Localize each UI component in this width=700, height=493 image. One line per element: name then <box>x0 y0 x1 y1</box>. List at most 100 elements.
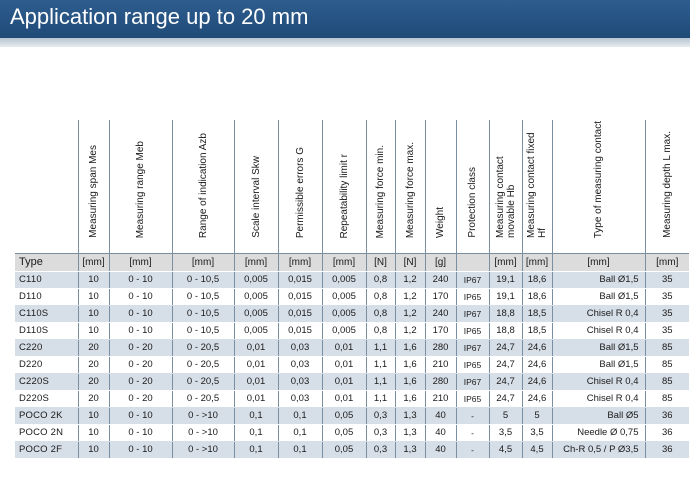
protection-cell: - <box>455 407 489 425</box>
value-cell: 1,6 <box>394 339 425 357</box>
unit-cell: [g] <box>424 252 456 272</box>
table-row: D110S 10 0 - 10 0 - 10,5 0,005 0,015 0,005 0,8 1… <box>15 322 689 340</box>
value-cell: 1,3 <box>394 424 425 442</box>
value-cell: 5 <box>521 407 552 425</box>
value-cell: 20 <box>77 356 109 374</box>
value-cell: 0 - 10 <box>108 288 172 306</box>
value-cell: 0 - 20 <box>108 373 172 391</box>
table-row: C220S 20 0 - 20 0 - 20,5 0,01 0,03 0,01 1,1 1,6 2… <box>15 373 689 391</box>
value-cell: 210 <box>424 390 456 408</box>
value-cell: 0,015 <box>277 271 322 289</box>
value-cell: 1,6 <box>394 390 425 408</box>
value-cell: 24,7 <box>488 339 522 357</box>
value-cell: 1,3 <box>394 407 425 425</box>
value-cell: 10 <box>77 305 109 323</box>
value-cell: 0,03 <box>277 373 322 391</box>
unit-cell: [mm] <box>521 252 552 272</box>
table-row: POCO 2N 10 0 - 10 0 - >10 0,1 0,1 0,05 0,3 1,3 40… <box>15 424 689 442</box>
header-cell: Scale interval Skw <box>233 120 278 249</box>
value-cell: 36 <box>644 441 689 459</box>
header-cell: Measuring range Meb <box>108 120 172 249</box>
value-cell: 170 <box>424 322 456 340</box>
value-cell: 0 - >10 <box>171 424 234 442</box>
protection-cell: IP67 <box>455 271 489 289</box>
value-cell: 0,1 <box>277 424 322 442</box>
value-cell: 85 <box>644 339 689 357</box>
header-cell: Range of indication Azb <box>171 120 234 249</box>
value-cell: 0 - 20,5 <box>171 373 234 391</box>
value-cell: 24,7 <box>488 356 522 374</box>
header-cell: Measuring force max. <box>394 120 425 249</box>
value-cell: 20 <box>77 339 109 357</box>
value-cell: 3,5 <box>488 424 522 442</box>
value-cell: 0 - 20 <box>108 390 172 408</box>
value-cell: 35 <box>644 288 689 306</box>
value-cell: 0 - 10,5 <box>171 322 234 340</box>
value-cell: 1,1 <box>365 339 395 357</box>
spacer-row <box>15 249 689 253</box>
unit-cell: [mm] <box>488 252 522 272</box>
table-row: C110S 10 0 - 10 0 - 10,5 0,005 0,015 0,005 0,8 1… <box>15 305 689 323</box>
value-cell: 0,01 <box>321 356 366 374</box>
value-cell: 1,1 <box>365 356 395 374</box>
contact-type-cell: Ball Ø1,5 <box>551 356 645 374</box>
value-cell: 0 - >10 <box>171 407 234 425</box>
contact-type-cell: Ball Ø1,5 <box>551 271 645 289</box>
header-cell: Measuring span Mes <box>77 120 109 249</box>
value-cell: 0,05 <box>321 424 366 442</box>
value-cell: 0,3 <box>365 424 395 442</box>
value-cell: 35 <box>644 271 689 289</box>
value-cell: 0,005 <box>321 271 366 289</box>
value-cell: 85 <box>644 390 689 408</box>
value-cell: 0,05 <box>321 407 366 425</box>
value-cell: 0,01 <box>321 390 366 408</box>
spec-table: Measuring span Mes Measuring range Meb R… <box>15 120 689 459</box>
type-label: Type <box>15 252 78 272</box>
value-cell: 40 <box>424 407 456 425</box>
value-cell: 5 <box>488 407 522 425</box>
type-cell: D110 <box>15 288 78 306</box>
protection-cell: IP65 <box>455 390 489 408</box>
header-cell: Measuring contact movable Hb <box>488 120 522 249</box>
page-title: Application range up to 20 mm <box>0 0 690 38</box>
table-row: POCO 2K 10 0 - 10 0 - >10 0,1 0,1 0,05 0,3 1,3 40… <box>15 407 689 425</box>
value-cell: 1,2 <box>394 322 425 340</box>
value-cell: 24,6 <box>521 373 552 391</box>
header-cell: Measuring depth L max. <box>644 120 689 249</box>
value-cell: 35 <box>644 305 689 323</box>
value-cell: 10 <box>77 288 109 306</box>
type-cell: C110S <box>15 305 78 323</box>
table-row: D110 10 0 - 10 0 - 10,5 0,005 0,015 0,005 0,8 1,… <box>15 288 689 306</box>
value-cell: 0 - 20,5 <box>171 339 234 357</box>
type-cell: POCO 2N <box>15 424 78 442</box>
table-row: D220 20 0 - 20 0 - 20,5 0,01 0,03 0,01 1,1 1,6 21… <box>15 356 689 374</box>
value-cell: 10 <box>77 424 109 442</box>
table-row: C110 10 0 - 10 0 - 10,5 0,005 0,015 0,005 0,8 1,… <box>15 271 689 289</box>
value-cell: 0 - 10 <box>108 407 172 425</box>
value-cell: 10 <box>77 407 109 425</box>
value-cell: 3,5 <box>521 424 552 442</box>
value-cell: 240 <box>424 271 456 289</box>
type-header-blank <box>15 120 78 249</box>
value-cell: 0,005 <box>321 288 366 306</box>
contact-type-cell: Chisel R 0,4 <box>551 373 645 391</box>
value-cell: 0 - 10 <box>108 424 172 442</box>
header-cell: Weight <box>424 120 456 249</box>
unit-cell: [mm] <box>551 252 645 272</box>
value-cell: 0,01 <box>321 339 366 357</box>
value-cell: 0,05 <box>321 441 366 459</box>
value-cell: 85 <box>644 356 689 374</box>
value-cell: 1,3 <box>394 441 425 459</box>
value-cell: 20 <box>77 390 109 408</box>
value-cell: 1,2 <box>394 288 425 306</box>
value-cell: 24,6 <box>521 339 552 357</box>
value-cell: 0,01 <box>233 339 278 357</box>
units-row: Type [mm] [mm] [mm] [mm] [mm] [mm] [N] [… <box>15 252 689 272</box>
value-cell: 0,1 <box>233 424 278 442</box>
value-cell: 280 <box>424 373 456 391</box>
value-cell: 0,03 <box>277 390 322 408</box>
value-cell: 0 - 10 <box>108 305 172 323</box>
contact-type-cell: Ball Ø5 <box>551 407 645 425</box>
value-cell: 0,3 <box>365 407 395 425</box>
value-cell: 20 <box>77 373 109 391</box>
